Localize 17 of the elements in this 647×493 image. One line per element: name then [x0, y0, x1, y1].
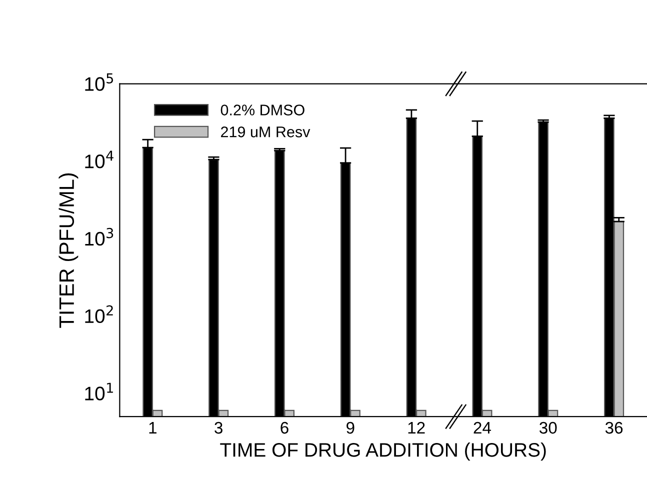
x-tick-label: 6 — [280, 422, 288, 434]
legend-label: 219 uM Resv — [221, 126, 310, 138]
x-tick-label: 9 — [346, 422, 354, 434]
y-tick-label: 10$^{3}$ — [85, 228, 114, 246]
x-tick-label: 36 — [605, 422, 623, 434]
x-tick-label: 24 — [474, 422, 491, 434]
x-axis-title: TIME OF DRUG ADDITION (HOURS) — [220, 442, 546, 461]
y-tick-label: 10$^{1}$ — [85, 382, 113, 400]
x-tick-label: 30 — [539, 422, 557, 434]
x-tick-label: 12 — [408, 422, 425, 434]
x-tick-label: 3 — [214, 422, 222, 434]
y-axis-title: TITER (PFU/ML) — [58, 173, 78, 328]
x-tick-label: 1 — [149, 422, 156, 434]
y-tick-label: 10$^{2}$ — [85, 305, 113, 324]
y-tick-label: 10$^{5}$ — [85, 73, 114, 91]
legend-label: 0.2% DMSO — [220, 104, 304, 116]
y-tick-label: 10$^{4}$ — [85, 150, 114, 168]
